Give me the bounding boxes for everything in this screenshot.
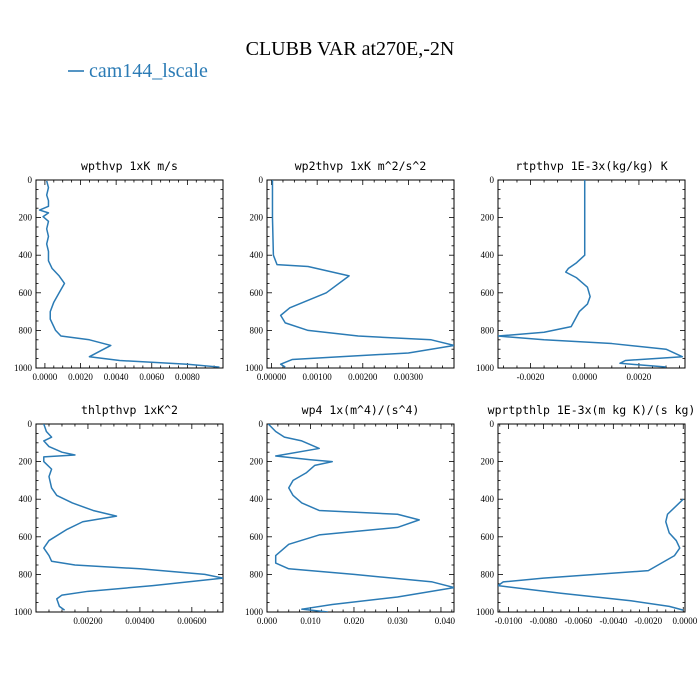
x-tick-label: 0.040 [435, 616, 456, 626]
legend: cam144_lscale [68, 60, 208, 82]
x-tick-label: 0.0000 [33, 372, 58, 382]
panel-2: wp2thvp 1xK m^2/s^2020040060080010000.00… [245, 159, 455, 382]
x-tick-label: 0.00400 [125, 616, 155, 626]
x-tick-label: 0.00100 [303, 372, 333, 382]
x-tick-label: 0.00000 [257, 372, 287, 382]
y-tick-label: 1000 [476, 363, 495, 373]
y-tick-label: 200 [19, 213, 33, 223]
panel-6: wprtpthlp 1E-3x(m kg K)/(s kg) 0 200 400 600… [476, 403, 698, 626]
y-tick-label: 1000 [245, 607, 264, 617]
panel-title: thlpthvp 1xK^2 [81, 403, 178, 417]
panel-title: wp2thvp 1xK m^2/s^2 [295, 159, 427, 173]
panel-title: wp4 1x(m^4)/(s^4) [302, 403, 420, 417]
y-tick-label: 600 [250, 288, 264, 298]
legend-label: cam144_lscale [89, 60, 208, 82]
y-tick-label: 0 [259, 175, 264, 185]
x-tick-label: 0.00200 [348, 372, 378, 382]
profile-line [498, 498, 684, 611]
x-tick-label: -0.0060 [565, 616, 593, 626]
plot-frame [497, 179, 686, 369]
y-tick-label: 1000 [14, 607, 33, 617]
y-tick-label: 800 [481, 569, 495, 579]
x-tick-label: 0.0020 [68, 372, 93, 382]
y-tick-label: 800 [481, 325, 495, 335]
plot-frame [35, 179, 224, 369]
x-tick-label: 0.030 [387, 616, 408, 626]
y-tick-label: 1000 [245, 363, 264, 373]
y-tick-label: 800 [250, 569, 264, 579]
x-tick-label: 0.00300 [394, 372, 424, 382]
x-tick-label: 0.0040 [104, 372, 129, 382]
y-tick-label: 400 [481, 494, 495, 504]
panel-3: rtpthvp 1E-3x(kg/kg) K 0 200 400 600 800 1000 -… [476, 159, 686, 382]
x-tick-label: 0.0020 [627, 372, 652, 382]
y-tick-label: 0 [259, 419, 264, 429]
y-tick-label: 400 [481, 250, 495, 260]
figure-title: CLUBB VAR at270E,-2N [246, 38, 455, 60]
profile-line [498, 180, 684, 368]
profile-line [38, 180, 220, 368]
x-tick-label: 0.00200 [73, 616, 103, 626]
profile-line [271, 180, 454, 368]
panel-title: wpthvp 1xK m/s [81, 159, 178, 173]
x-tick-label: -0.0020 [517, 372, 545, 382]
y-tick-label: 200 [481, 457, 495, 467]
y-tick-label: 200 [481, 213, 495, 223]
y-tick-label: 400 [250, 494, 264, 504]
x-tick-label: 0.0000 [673, 616, 698, 626]
panel-4: thlpthvp 1xK^2 0 200 400 600 800 1000 0.00200 0.… [14, 403, 224, 626]
y-tick-label: 200 [250, 457, 264, 467]
y-tick-label: 600 [481, 532, 495, 542]
x-tick-label: -0.0020 [634, 616, 662, 626]
panel-title: rtpthvp 1E-3x(kg/kg) K [515, 159, 667, 173]
y-tick-label: 400 [19, 250, 33, 260]
x-tick-label: 0.0060 [139, 372, 164, 382]
y-tick-label: 0 [28, 175, 33, 185]
y-tick-label: 600 [481, 288, 495, 298]
x-tick-label: 0.020 [344, 616, 365, 626]
y-tick-label: 600 [19, 288, 33, 298]
y-tick-label: 800 [19, 325, 33, 335]
y-tick-label: 0 [490, 419, 495, 429]
y-tick-label: 600 [250, 532, 264, 542]
y-tick-label: 800 [19, 569, 33, 579]
y-tick-label: 800 [250, 325, 264, 335]
x-tick-label: 0.000 [257, 616, 278, 626]
x-tick-label: 0.010 [300, 616, 321, 626]
profile-line [267, 424, 454, 612]
y-tick-label: 400 [250, 250, 264, 260]
y-tick-label: 600 [19, 532, 33, 542]
x-tick-label: -0.0080 [530, 616, 558, 626]
y-tick-label: 400 [19, 494, 33, 504]
x-tick-label: 0.00600 [177, 616, 207, 626]
profile-line [43, 424, 223, 611]
y-tick-label: 1000 [14, 363, 33, 373]
y-tick-label: 200 [250, 213, 264, 223]
x-tick-label: -0.0040 [599, 616, 627, 626]
x-tick-label: -0.0100 [495, 616, 523, 626]
plot-frame [497, 423, 686, 613]
y-tick-label: 1000 [476, 607, 495, 617]
x-tick-label: 0.0000 [572, 372, 597, 382]
y-tick-label: 200 [19, 457, 33, 467]
x-tick-label: 0.0080 [175, 372, 200, 382]
y-tick-label: 0 [28, 419, 33, 429]
y-tick-label: 0 [490, 175, 495, 185]
panel-title: wprtpthlp 1E-3x(m kg K)/(s kg) [488, 403, 696, 417]
